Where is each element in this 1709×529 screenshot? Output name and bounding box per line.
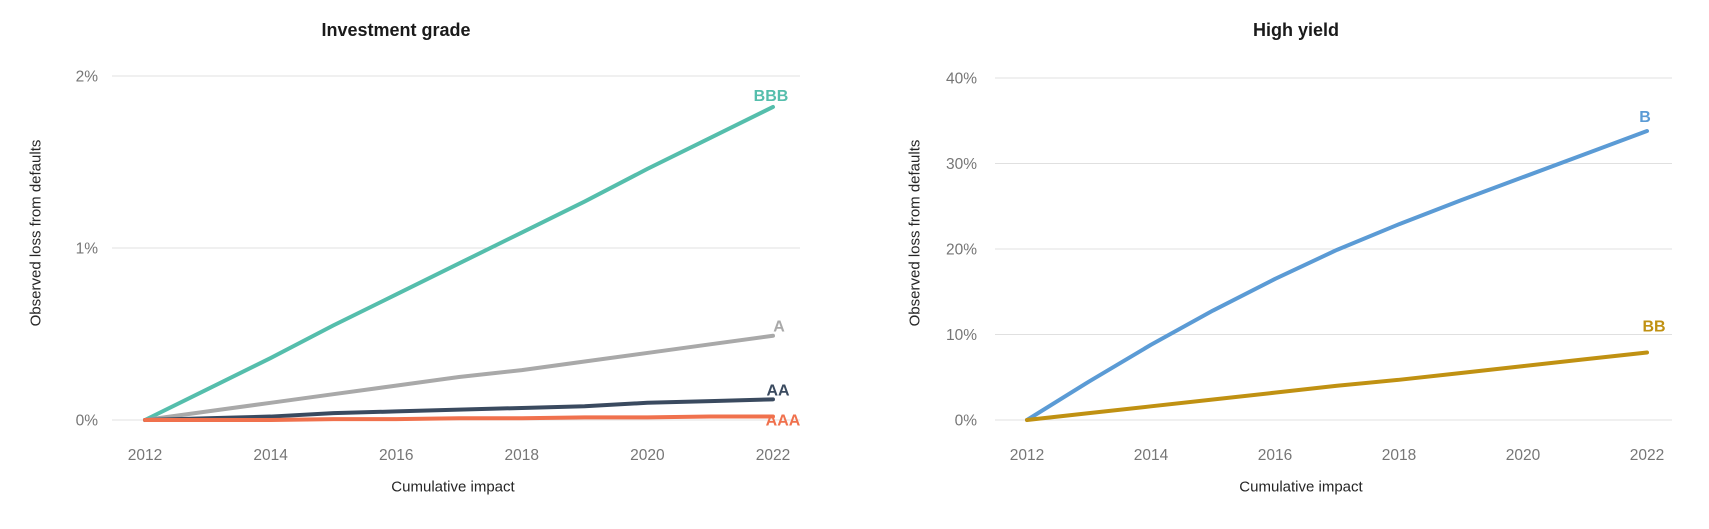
x-tick-label: 2018	[1382, 447, 1416, 464]
x-tick-label: 2012	[1010, 447, 1044, 464]
series-label-b: B	[1639, 109, 1651, 126]
x-tick-label: 2022	[1630, 447, 1664, 464]
series-line-aaa	[143, 414, 775, 422]
y-tick-label: 2%	[76, 69, 99, 86]
x-axis-title: Cumulative impact	[1239, 478, 1363, 496]
series-line-aa	[143, 397, 775, 422]
chart-title: Investment grade	[321, 20, 471, 40]
x-tick-label: 2012	[128, 447, 162, 464]
y-tick-label: 30%	[946, 156, 977, 173]
series-label-aa: AA	[766, 382, 790, 399]
y-tick-label: 20%	[946, 242, 977, 259]
series-line-bb	[1025, 350, 1649, 422]
x-tick-label: 2018	[505, 447, 539, 464]
y-tick-label: 40%	[946, 71, 977, 88]
series-label-bbb: BBB	[754, 88, 789, 105]
x-tick-label: 2016	[379, 447, 413, 464]
chart-high-yield: High yield Observed loss from defaults 0…	[855, 0, 1709, 529]
x-tick-label: 2020	[1506, 447, 1541, 464]
x-tick-label: 2016	[1258, 447, 1292, 464]
series-label-a: A	[773, 319, 785, 336]
x-tick-label: 2014	[253, 447, 288, 464]
chart-investment-grade: Investment grade Observed loss from defa…	[28, 20, 801, 496]
x-axis-title: Cumulative impact	[391, 478, 515, 496]
plot-area: 0%10%20%30%40%2012 2014 2016 2018 2020 2022BB…	[946, 71, 1672, 464]
series-label-bb: BB	[1642, 318, 1665, 335]
y-tick-label: 0%	[76, 413, 99, 430]
y-tick-label: 10%	[946, 327, 977, 344]
series-line-a	[143, 333, 775, 422]
x-tick-label: 2022	[756, 447, 790, 464]
series-line-b	[1025, 129, 1649, 422]
x-tick-label: 2020	[630, 447, 665, 464]
y-tick-label: 1%	[76, 241, 99, 258]
series-line-bbb	[143, 104, 775, 422]
series-label-aaa: AAA	[766, 413, 801, 430]
chart-title: High yield	[1252, 20, 1340, 40]
x-tick-label: 2014	[1134, 447, 1169, 464]
y-tick-label: 0%	[955, 413, 978, 430]
